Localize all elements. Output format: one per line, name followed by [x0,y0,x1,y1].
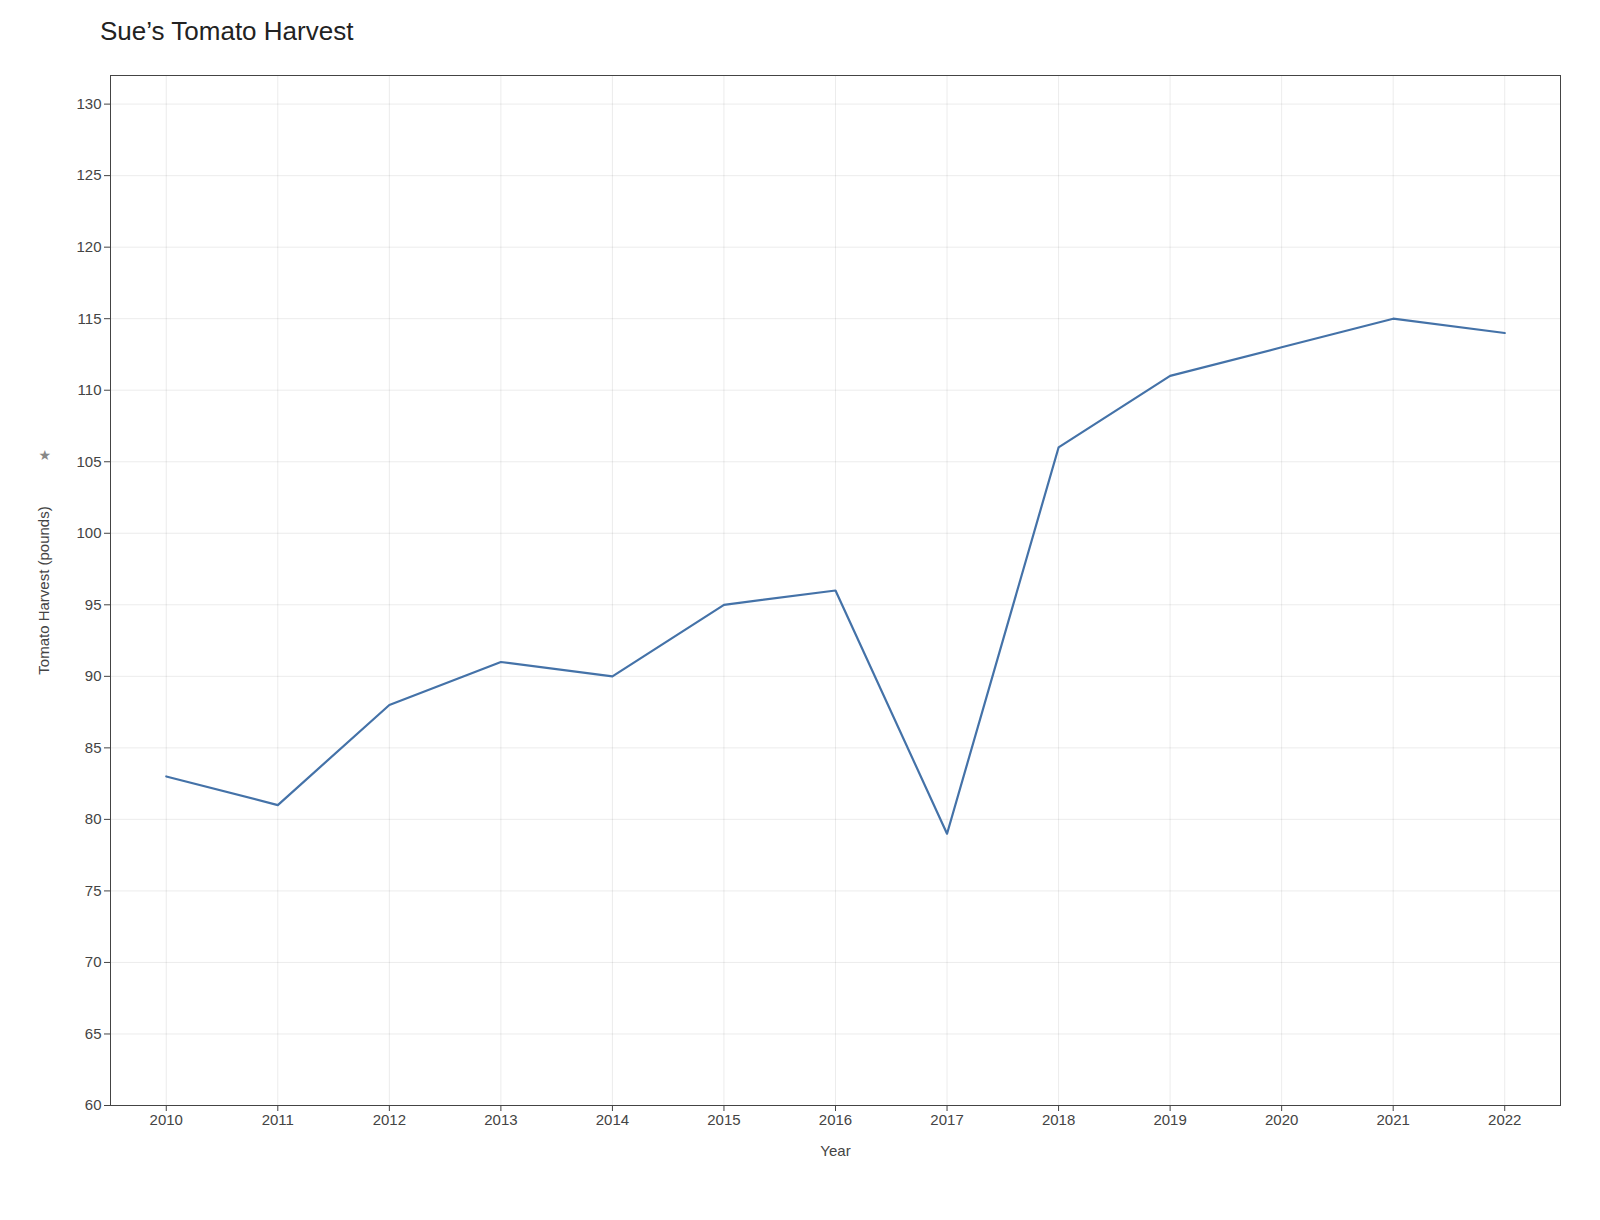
svg-text:2014: 2014 [596,1111,629,1128]
svg-text:2016: 2016 [819,1111,852,1128]
svg-text:★: ★ [39,447,52,463]
svg-text:80: 80 [85,810,102,827]
svg-text:125: 125 [76,166,101,183]
svg-text:2022: 2022 [1488,1111,1521,1128]
svg-text:85: 85 [85,739,102,756]
svg-text:2017: 2017 [930,1111,963,1128]
svg-text:2019: 2019 [1153,1111,1186,1128]
svg-text:105: 105 [76,453,101,470]
svg-text:60: 60 [85,1096,102,1113]
svg-text:110: 110 [78,381,102,398]
svg-text:130: 130 [76,95,101,112]
svg-text:2020: 2020 [1265,1111,1298,1128]
svg-text:65: 65 [85,1025,102,1042]
svg-text:2021: 2021 [1377,1111,1410,1128]
svg-text:75: 75 [85,882,102,899]
svg-text:2018: 2018 [1042,1111,1075,1128]
svg-text:2015: 2015 [707,1111,740,1128]
svg-text:120: 120 [76,238,101,255]
html-text:Sue’s Tomato Harvest: Sue’s Tomato Harvest [100,16,354,46]
svg-text:2013: 2013 [484,1111,517,1128]
svg-text:2012: 2012 [373,1111,406,1128]
svg-text:100: 100 [76,524,101,541]
svg-text:Year: Year [820,1142,850,1159]
svg-text:95: 95 [85,596,102,613]
svg-text:Tomato Harvest (pounds): Tomato Harvest (pounds) [35,506,52,674]
svg-text:90: 90 [85,667,102,684]
svg-text:2010: 2010 [150,1111,183,1128]
svg-text:115: 115 [78,309,102,326]
svg-text:70: 70 [85,953,102,970]
svg-text:2011: 2011 [262,1111,294,1128]
